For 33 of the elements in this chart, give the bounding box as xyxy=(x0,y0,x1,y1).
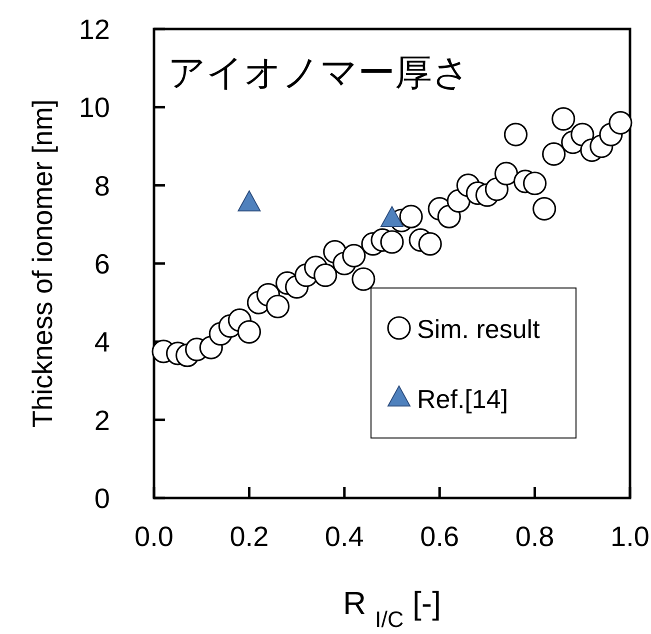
legend-label: Ref.[14] xyxy=(417,384,508,414)
point xyxy=(266,294,290,318)
y-axis-title: Thickness of ionomer [nm] xyxy=(27,99,58,428)
x-tick-label: 0.8 xyxy=(515,521,554,552)
point xyxy=(542,142,566,166)
y-tick-label: 6 xyxy=(94,248,110,280)
point xyxy=(504,122,528,146)
y-tick-label: 4 xyxy=(94,326,110,358)
x-axis-title: R $_{I/C}$ [-] xyxy=(343,585,441,632)
legend-label: Sim. result xyxy=(417,314,541,344)
y-tick-label: 8 xyxy=(94,170,110,202)
point xyxy=(380,230,404,254)
x-tick-label: 0.4 xyxy=(324,521,364,552)
point xyxy=(399,204,423,228)
point xyxy=(342,244,366,268)
x-tick-label: 0.0 xyxy=(134,521,174,552)
x-tick-label: 0.6 xyxy=(420,521,460,552)
y-tick-label: 10 xyxy=(78,92,110,124)
point xyxy=(608,111,632,135)
y-tick-label: 2 xyxy=(94,404,110,436)
point xyxy=(418,232,442,256)
x-tick-label: 0.2 xyxy=(230,521,269,552)
y-tick-label: 0 xyxy=(94,483,110,514)
x-tick-label: 1.0 xyxy=(610,521,650,552)
point xyxy=(523,172,547,196)
point xyxy=(314,263,338,288)
point xyxy=(494,162,518,186)
point xyxy=(552,107,576,131)
point xyxy=(532,196,556,221)
point xyxy=(352,267,376,291)
point xyxy=(237,320,261,344)
annotation: アイオノマー厚さ xyxy=(168,52,470,93)
y-tick-label: 12 xyxy=(78,14,110,45)
